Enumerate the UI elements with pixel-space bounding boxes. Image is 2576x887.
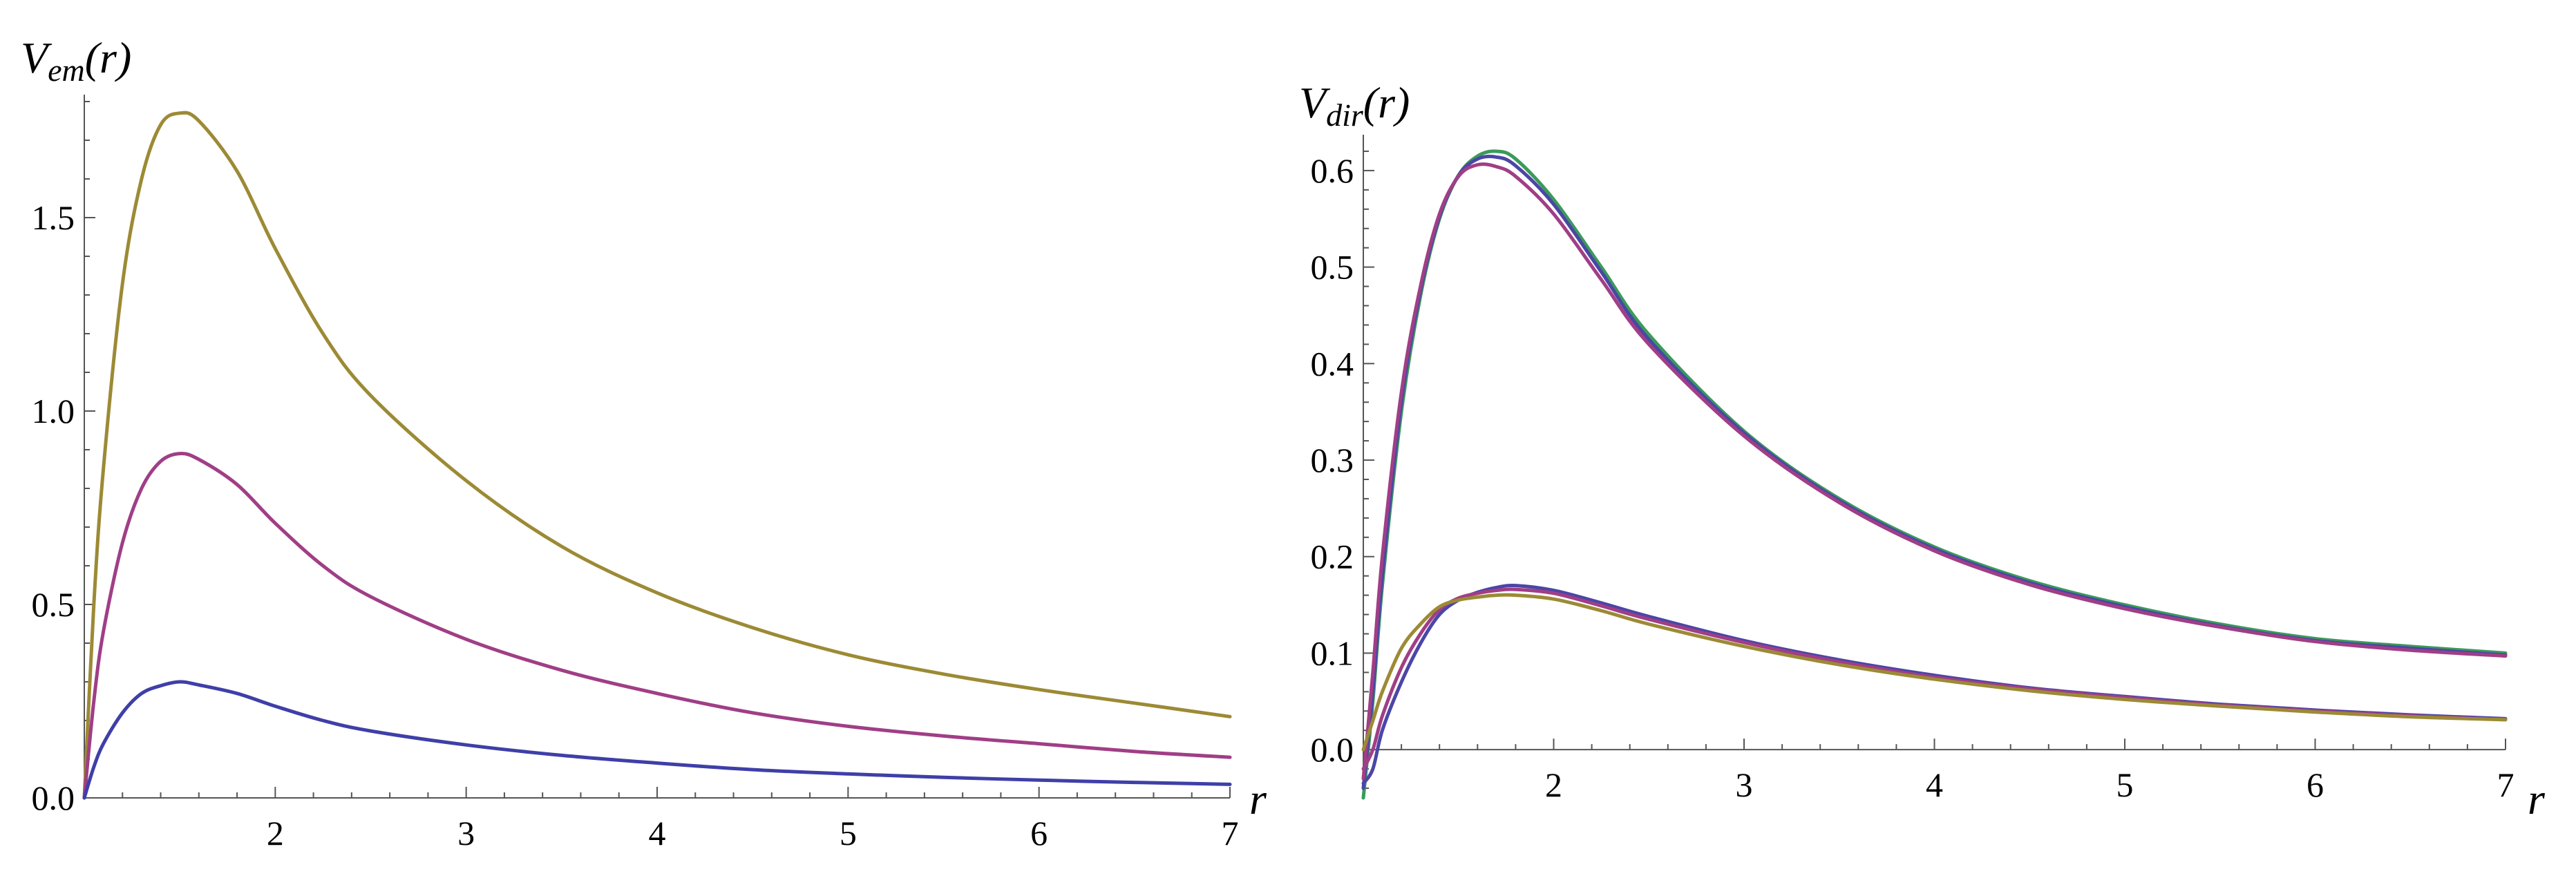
- x-axis-title: r: [1249, 774, 1267, 823]
- x-tick-label: 5: [2116, 765, 2134, 804]
- chart-panel-dir: Vdir(r) r 2 3 4 5 6 7 0.0 0.1 0.2 0.3 0.4 0.5 0.6: [1299, 78, 2546, 823]
- series-line-4: [1361, 583, 2508, 785]
- series-line-3: [82, 680, 1232, 800]
- series-line-2: [1361, 154, 2508, 790]
- x-tick-label: 7: [1222, 814, 1239, 852]
- y-tick-label: 0.6: [1311, 151, 1354, 190]
- y-tick-label: 1.0: [32, 392, 75, 430]
- y-tick-label: 0.2: [1311, 537, 1354, 576]
- x-tick-label: 5: [840, 814, 857, 852]
- x-tick-label: 2: [267, 814, 284, 852]
- y-tick-label: 0.5: [32, 585, 75, 624]
- x-tick-label: 6: [2307, 765, 2324, 804]
- series-line-6: [1361, 593, 2508, 752]
- x-tick-label: 6: [1030, 814, 1048, 852]
- y-tick-label: 0.0: [32, 779, 75, 817]
- y-tick-label: 0.1: [1311, 633, 1354, 672]
- x-tick-label: 4: [1926, 765, 1943, 804]
- y-tick-label: 0.3: [1311, 441, 1354, 479]
- x-tick-label: 2: [1545, 765, 1562, 804]
- series-line-3: [1361, 162, 2508, 781]
- y-tick-label: 0.0: [1311, 730, 1354, 769]
- y-axis-title: Vdir(r): [1299, 78, 1410, 133]
- x-tick-label: 4: [649, 814, 666, 852]
- series-line-1: [1361, 149, 2508, 800]
- series-line-2: [82, 452, 1232, 800]
- y-tick-label: 1.5: [32, 198, 75, 237]
- y-tick-label: 0.5: [1311, 248, 1354, 287]
- series-line-1: [82, 111, 1232, 800]
- chart-panel-em: Vem(r) r 2 3 4 5 6 7 0.0 0.5 1.0 1.5: [21, 33, 1267, 852]
- x-axis-title: r: [2528, 774, 2546, 823]
- x-tick-label: 3: [457, 814, 475, 852]
- x-tick-label: 3: [1736, 765, 1753, 804]
- y-tick-label: 0.4: [1311, 344, 1354, 383]
- x-tick-label: 7: [2497, 765, 2515, 804]
- y-axis-title: Vem(r): [21, 33, 131, 88]
